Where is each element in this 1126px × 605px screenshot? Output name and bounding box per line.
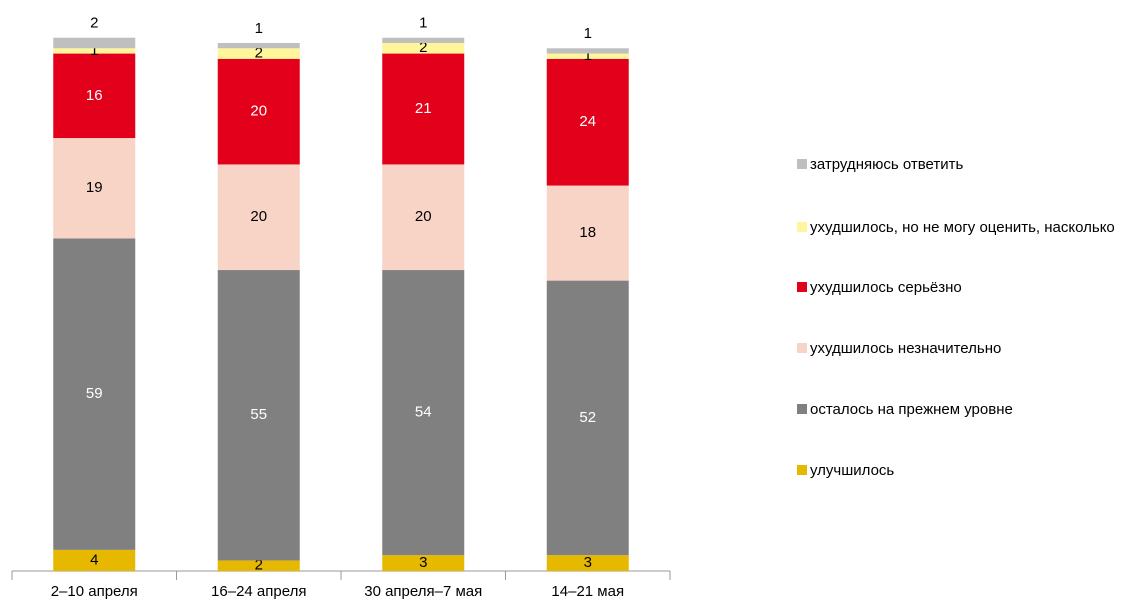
data-label: 1 (255, 20, 263, 37)
bar-segment (53, 238, 136, 550)
data-label: 20 (415, 208, 432, 225)
bar-segment (546, 58, 629, 186)
data-label: 2 (419, 39, 427, 56)
legend-swatch (797, 343, 807, 353)
bar-segment (546, 48, 629, 54)
legend-label: затрудняюсь ответить (810, 156, 964, 173)
data-label: 19 (86, 179, 103, 196)
x-tick-label: 16–24 апреля (211, 583, 306, 600)
bar-segment (546, 555, 629, 571)
bar-segment (217, 48, 300, 59)
x-tick-label: 2–10 апреля (51, 583, 138, 600)
bar-segment (382, 270, 465, 556)
data-label: 52 (579, 409, 596, 426)
data-label: 55 (250, 406, 267, 423)
bar-segment (382, 555, 465, 571)
bar-segment (217, 43, 300, 49)
legend-swatch (797, 404, 807, 414)
data-label: 2 (255, 45, 263, 62)
legend-label: ухудшилось серьёзно (810, 279, 962, 296)
data-label: 24 (579, 113, 596, 130)
bar-segment (546, 280, 629, 556)
legend-item: затрудняюсь ответить (797, 155, 1119, 174)
data-label: 18 (579, 224, 596, 241)
bar-segment (217, 164, 300, 271)
legend-item: ухудшилось, но не могу оценить, наскольк… (797, 218, 1119, 237)
legend-swatch (797, 465, 807, 475)
bar-segment (382, 164, 465, 271)
legend-swatch (797, 282, 807, 292)
data-label: 21 (415, 100, 432, 117)
data-label: 1 (419, 15, 427, 32)
data-label: 16 (86, 87, 103, 104)
bar-segment (53, 138, 136, 239)
data-label: 54 (415, 404, 432, 421)
legend-label: осталось на прежнем уровне (810, 401, 1013, 418)
data-label: 2 (255, 557, 263, 574)
bar-segment (53, 53, 136, 139)
data-label: 20 (250, 103, 267, 120)
legend-swatch (797, 159, 807, 169)
data-label: 3 (584, 554, 592, 571)
bar-segment (382, 37, 465, 43)
x-tick-label: 30 апреля–7 мая (364, 583, 482, 600)
bar-segment (53, 48, 136, 54)
bar-segment (382, 53, 465, 165)
bar-segment (217, 270, 300, 561)
bar-segment (382, 43, 465, 54)
data-label: 1 (90, 42, 98, 59)
legend-label: улучшилось (810, 462, 895, 479)
data-label: 3 (419, 554, 427, 571)
data-label: 2 (90, 15, 98, 32)
legend-item: улучшилось (797, 461, 1119, 480)
data-label: 59 (86, 385, 103, 402)
data-label: 20 (250, 208, 267, 225)
data-label: 4 (90, 551, 98, 568)
legend-swatch (797, 222, 807, 232)
legend-label: ухудшилось, но не могу оценить, наскольк… (810, 219, 1115, 236)
bar-segment (217, 560, 300, 571)
bar-segment (53, 37, 136, 49)
legend-item: ухудшилось серьёзно (797, 278, 1119, 297)
bar-segment (546, 53, 629, 59)
x-tick-label: 14–21 мая (551, 583, 624, 600)
data-label: 1 (584, 25, 592, 42)
data-label: 1 (584, 47, 592, 64)
bar-segment (217, 58, 300, 165)
bar-segment (53, 549, 136, 571)
legend-item: ухудшилось незначительно (797, 339, 1119, 358)
legend-item: осталось на прежнем уровне (797, 400, 1119, 419)
legend-label: ухудшилось незначительно (810, 340, 1002, 357)
bar-segment (546, 185, 629, 281)
